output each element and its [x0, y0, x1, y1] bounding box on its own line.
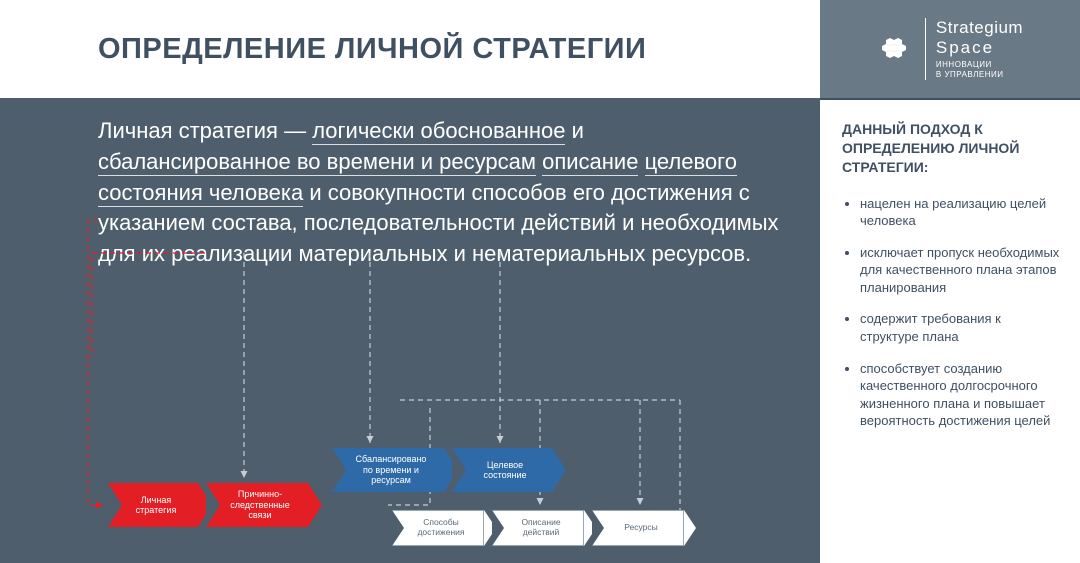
logo-mark-icon: [877, 32, 915, 66]
slide-header: ОПРЕДЕЛЕНИЕ ЛИЧНОЙ СТРАТЕГИИ: [0, 0, 820, 98]
connector-0: [88, 220, 103, 505]
slide: ОПРЕДЕЛЕНИЕ ЛИЧНОЙ СТРАТЕГИИ: [0, 0, 1080, 563]
sidebar-item: содержит требования к структуре плана: [860, 310, 1062, 345]
logo-sub: ИННОВАЦИИ В УПРАВЛЕНИИ: [936, 60, 1023, 79]
connector-5: [388, 408, 430, 505]
sidebar-panel: ДАННЫЙ ПОДХОД К ОПРЕДЕЛЕНИЮ ЛИЧНОЙ СТРАТ…: [820, 98, 1080, 563]
main-panel: Личная стратегия — логически обоснованно…: [0, 98, 820, 563]
logo-line2: Space: [936, 38, 1023, 58]
connector-layer: [0, 98, 820, 563]
sidebar-item: способствует созданию качественного долг…: [860, 360, 1062, 430]
sidebar-list: нацелен на реализацию целей человека искл…: [842, 195, 1062, 430]
brand-logo: Strategium Space ИННОВАЦИИ В УПРАВЛЕНИИ: [877, 18, 1023, 79]
connector-9: [680, 400, 690, 528]
logo-area: Strategium Space ИННОВАЦИИ В УПРАВЛЕНИИ: [820, 0, 1080, 98]
page-title: ОПРЕДЕЛЕНИЕ ЛИЧНОЙ СТРАТЕГИИ: [98, 33, 646, 66]
sidebar-item: исключает пропуск необходимых для качест…: [860, 244, 1062, 297]
sidebar-item: нацелен на реализацию целей человека: [860, 195, 1062, 230]
sidebar-divider: [820, 98, 1080, 100]
connector-1: [92, 253, 205, 358]
logo-text: Strategium Space ИННОВАЦИИ В УПРАВЛЕНИИ: [925, 18, 1023, 79]
logo-line1: Strategium: [936, 18, 1023, 38]
sidebar-heading: ДАННЫЙ ПОДХОД К ОПРЕДЕЛЕНИЮ ЛИЧНОЙ СТРАТ…: [842, 120, 1062, 177]
